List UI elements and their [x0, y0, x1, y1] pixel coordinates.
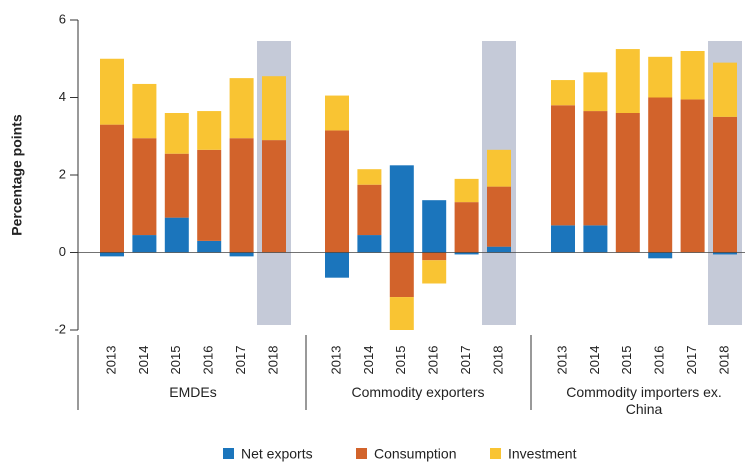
bar-segment — [132, 83, 157, 139]
legend-swatch — [490, 448, 501, 459]
bar-segment — [164, 153, 189, 218]
bar-segment — [197, 111, 222, 150]
bar-segment — [583, 111, 608, 226]
x-tick-label: 2014 — [136, 346, 151, 375]
group-label: Commodity importers ex. China — [566, 384, 722, 417]
x-tick-label: 2017 — [233, 346, 248, 375]
bar-segment — [357, 235, 382, 253]
bar-segment — [164, 113, 189, 154]
y-tick-label: 2 — [59, 166, 66, 181]
x-tick-label: 2018 — [490, 346, 505, 375]
legend-swatch — [223, 448, 234, 459]
bar-segment — [100, 124, 124, 253]
x-tick-label: 2013 — [103, 346, 118, 375]
bar-segment — [389, 165, 414, 253]
bar-segment — [583, 72, 608, 112]
bar-segment — [325, 252, 349, 278]
bar-segment — [487, 186, 511, 247]
bar-segment — [325, 130, 349, 253]
x-tick-label: 2016 — [652, 346, 667, 375]
bar-segment — [422, 200, 447, 253]
bar-segment — [132, 138, 157, 236]
bar-segment — [132, 235, 157, 253]
bar-segment — [389, 297, 414, 330]
group-label: Commodity exporters — [351, 384, 485, 400]
legend-label: Investment — [508, 446, 577, 462]
x-tick-label: 2015 — [168, 346, 183, 375]
bar-segment — [487, 149, 511, 187]
bar-segment — [197, 240, 222, 253]
x-tick-label: 2016 — [426, 346, 441, 375]
bar-segment — [229, 138, 254, 253]
bar-segment — [713, 62, 737, 117]
x-tick-label: 2014 — [361, 346, 376, 375]
bar-segment — [615, 49, 640, 113]
legend-label: Consumption — [374, 446, 457, 462]
bar-segment — [648, 252, 673, 259]
x-tick-label: 2018 — [265, 346, 280, 375]
x-tick-label: 2017 — [458, 346, 473, 375]
group-label: EMDEs — [169, 384, 217, 400]
x-tick-label: 2016 — [201, 346, 216, 375]
x-tick-label: 2017 — [684, 346, 699, 375]
bar-segment — [551, 105, 575, 226]
bar-segment — [262, 76, 286, 141]
y-tick-label: 0 — [59, 244, 66, 259]
bar-segment — [389, 252, 414, 298]
bar-segment — [422, 252, 447, 261]
bar-segment — [551, 225, 575, 253]
bar-segment — [454, 252, 479, 255]
bar-segment — [583, 225, 608, 253]
y-axis-label: Percentage points — [9, 114, 25, 236]
bar-segment — [551, 80, 575, 106]
x-tick-label: 2015 — [393, 346, 408, 375]
bar-segment — [422, 260, 447, 284]
x-tick-label: 2013 — [554, 346, 569, 375]
x-tick-label: 2014 — [587, 346, 602, 375]
bar-segment — [648, 56, 673, 98]
y-tick-label: 4 — [59, 89, 66, 104]
bar-segment — [615, 113, 640, 253]
bar-segment — [680, 99, 705, 253]
bar-segment — [487, 246, 511, 253]
bar-segment — [713, 116, 737, 253]
bar-segment — [454, 202, 479, 253]
bar-segment — [325, 95, 349, 131]
bar-segment — [100, 252, 124, 257]
x-tick-label: 2018 — [716, 346, 731, 375]
legend-swatch — [356, 448, 367, 459]
bar-segment — [229, 252, 254, 257]
x-tick-label: 2013 — [328, 346, 343, 375]
bar-segment — [100, 58, 124, 125]
bar-segment — [454, 178, 479, 203]
bar-segment — [197, 149, 222, 241]
y-tick-label: 6 — [59, 11, 66, 26]
bar-segment — [229, 78, 254, 139]
bar-segment — [680, 51, 705, 100]
bar-segment — [164, 217, 189, 253]
bar-segment — [262, 140, 286, 253]
y-tick-label: -2 — [54, 321, 66, 336]
bar-segment — [357, 169, 382, 185]
x-tick-label: 2015 — [619, 346, 634, 375]
bar-segment — [648, 97, 673, 253]
bar-segment — [713, 252, 737, 255]
legend-label: Net exports — [241, 446, 313, 462]
bar-segment — [357, 184, 382, 236]
